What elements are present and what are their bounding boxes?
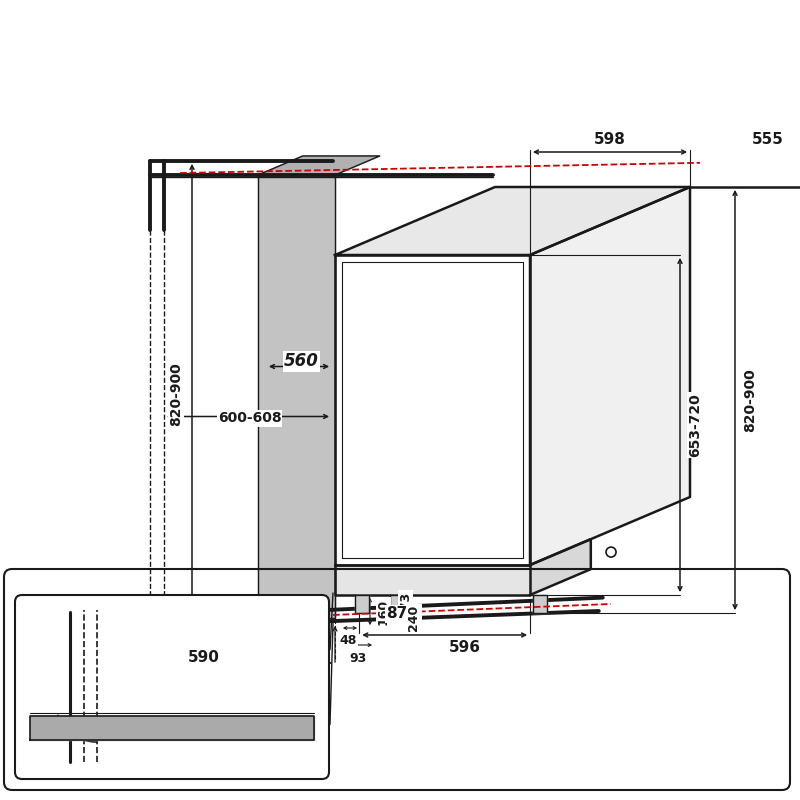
FancyBboxPatch shape (15, 595, 329, 779)
Polygon shape (530, 539, 590, 595)
Polygon shape (258, 175, 335, 618)
Text: 653-720: 653-720 (688, 393, 702, 457)
Polygon shape (335, 565, 530, 595)
Text: 820-900: 820-900 (169, 362, 183, 426)
Polygon shape (390, 595, 404, 613)
Text: 87: 87 (386, 606, 407, 622)
Text: 93: 93 (350, 651, 366, 665)
Text: 555: 555 (751, 133, 783, 147)
Text: 820-900: 820-900 (743, 368, 757, 432)
Text: 160: 160 (377, 598, 390, 625)
Polygon shape (533, 595, 547, 613)
Text: 600-608: 600-608 (218, 411, 282, 426)
Polygon shape (335, 187, 690, 255)
Polygon shape (30, 716, 314, 740)
Text: 596: 596 (449, 639, 481, 654)
Text: 173: 173 (398, 591, 411, 617)
Text: 560: 560 (284, 353, 319, 370)
Polygon shape (335, 255, 530, 565)
Text: 120: 120 (234, 669, 266, 683)
Text: 590: 590 (187, 650, 219, 666)
Polygon shape (355, 595, 369, 613)
Text: 598: 598 (594, 133, 626, 147)
Text: 48: 48 (339, 634, 357, 647)
Text: 240: 240 (407, 605, 421, 631)
Circle shape (606, 547, 616, 557)
Polygon shape (258, 156, 380, 175)
Polygon shape (530, 187, 690, 565)
